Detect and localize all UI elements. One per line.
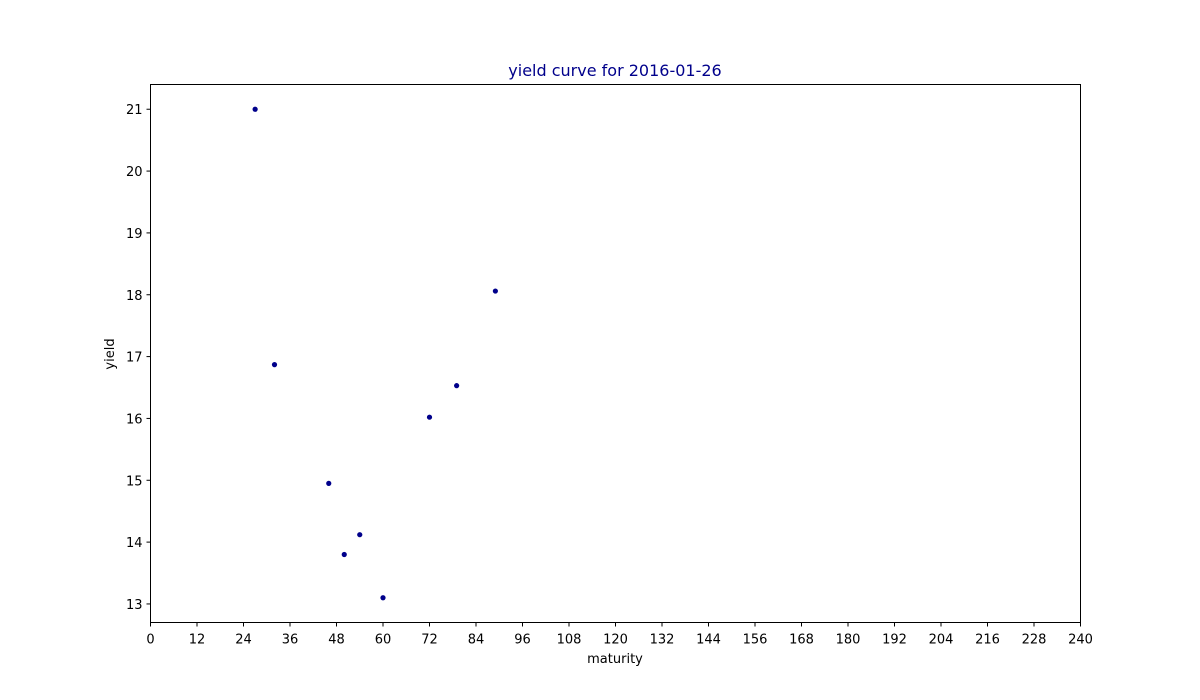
- y-tick-label: 21: [126, 103, 143, 118]
- y-tick-label: 18: [126, 289, 143, 304]
- data-point: [326, 480, 332, 486]
- y-tick-label: 15: [126, 474, 143, 489]
- data-point: [426, 414, 433, 420]
- x-tick-label: 108: [557, 633, 582, 648]
- y-tick-label: 14: [126, 536, 143, 551]
- x-tick-label: 120: [603, 633, 628, 648]
- y-tick-label: 17: [126, 351, 143, 366]
- y-axis-label: yield: [103, 338, 118, 369]
- x-tick-label: 228: [1022, 633, 1047, 648]
- x-tick-label: 48: [328, 633, 345, 648]
- x-tick-label: 72: [421, 633, 438, 648]
- x-tick-label: 0: [146, 633, 154, 648]
- y-tick-label: 20: [126, 165, 143, 180]
- x-tick-label: 156: [743, 633, 768, 648]
- x-tick-label: 132: [650, 633, 675, 648]
- x-tick-label: 204: [929, 633, 954, 648]
- data-point: [357, 532, 363, 538]
- x-tick-label: 36: [282, 633, 299, 648]
- x-tick-label: 84: [468, 633, 485, 648]
- x-tick-label: 168: [789, 633, 814, 648]
- data-point: [341, 551, 347, 558]
- x-tick-label: 180: [836, 633, 861, 648]
- chart-title: yield curve for 2016-01-26: [508, 61, 721, 80]
- data-point: [271, 362, 278, 368]
- data-point: [492, 288, 498, 294]
- x-axis-label: maturity: [587, 652, 643, 667]
- y-axis: 13 14 15 16 17 18 19 20 21: [126, 103, 151, 613]
- scatter-series: [252, 106, 498, 601]
- x-tick-label: 12: [189, 633, 206, 648]
- x-tick-label: 192: [882, 633, 907, 648]
- x-tick-label: 144: [696, 633, 721, 648]
- y-tick-label: 19: [126, 227, 143, 242]
- x-tick-label: 24: [235, 633, 252, 648]
- data-point: [454, 383, 460, 389]
- y-tick-label: 16: [126, 412, 143, 427]
- x-axis: 0 12 24 36 48 60 72 84 96 108 120 132 144 156 168 180 19…: [146, 622, 1093, 648]
- x-tick-label: 60: [375, 633, 392, 648]
- x-tick-label: 96: [514, 633, 531, 648]
- data-point: [380, 595, 386, 601]
- x-tick-label: 240: [1068, 633, 1093, 648]
- y-tick-label: 13: [126, 598, 143, 613]
- x-tick-label: 216: [975, 633, 1000, 648]
- data-point: [252, 106, 258, 112]
